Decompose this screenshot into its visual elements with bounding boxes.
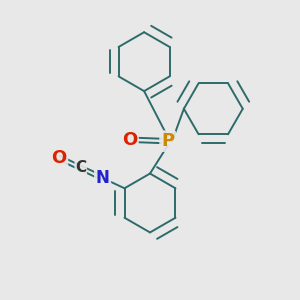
Text: C: C (75, 160, 86, 175)
Text: P: P (161, 132, 174, 150)
Text: O: O (51, 149, 67, 167)
Text: N: N (96, 169, 110, 187)
Text: O: O (122, 131, 137, 149)
